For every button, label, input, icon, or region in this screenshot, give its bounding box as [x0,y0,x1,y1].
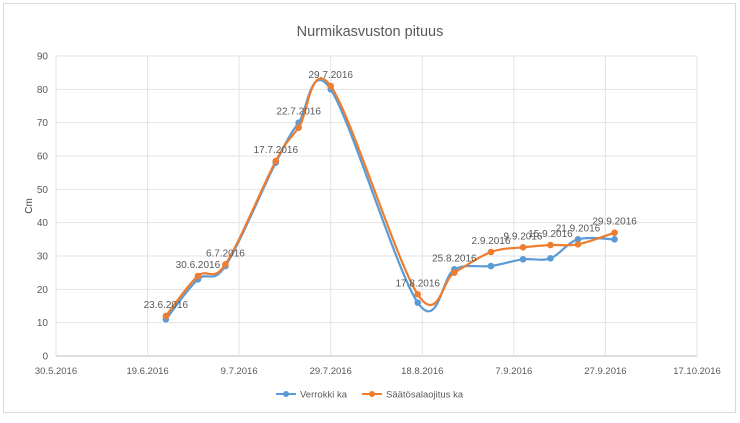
data-label: 15.9.2016 [528,229,573,240]
y-axis-label: Cm [24,198,35,214]
data-point [519,244,527,251]
x-tick-label: 17.10.2016 [673,366,721,377]
data-point [611,229,618,236]
data-point [272,157,280,165]
y-tick-label: 0 [42,352,48,363]
data-point [574,241,582,248]
chart-title: Nurmikasvuston pituus [297,24,444,40]
data-point [451,269,458,276]
y-tick-label: 90 [37,52,49,63]
x-tick-label: 19.6.2016 [126,366,168,377]
data-point [327,82,335,90]
data-label: 29.9.2016 [592,217,637,228]
data-label: 6.7.2016 [206,248,245,259]
data-point [222,261,229,268]
data-point [487,248,495,256]
data-label: 25.8.2016 [432,253,477,264]
data-point [295,124,302,131]
data-point [547,255,554,262]
data-point [487,262,495,270]
y-tick-label: 70 [37,118,49,129]
x-tick-label: 18.8.2016 [401,366,443,377]
x-tick-label: 30.5.2016 [35,366,77,377]
data-point [547,241,554,249]
data-point [414,299,422,306]
data-label: 9.9.2016 [504,231,543,242]
legend-label: Verrokki ka [300,390,348,401]
data-point [574,236,582,243]
x-tick-label: 9.7.2016 [221,366,258,377]
x-tick-label: 29.7.2016 [310,366,352,377]
data-label: 23.6.2016 [144,300,189,311]
y-tick-label: 80 [37,85,49,96]
data-point [414,291,422,298]
x-tick-label: 27.9.2016 [584,366,626,377]
legend-marker [283,391,289,397]
y-tick-label: 10 [37,318,49,329]
y-tick-label: 30 [37,252,49,263]
x-tick-label: 7.9.2016 [495,366,532,377]
data-label: 2.9.2016 [471,236,510,247]
data-label: 30.6.2016 [176,260,221,271]
y-tick-label: 60 [37,152,49,163]
legend-label: Säätösalaojitus ka [386,390,464,401]
data-point [162,312,170,320]
chart-frame [3,3,736,413]
y-tick-label: 40 [37,218,49,229]
data-label: 17.7.2016 [254,145,299,156]
y-tick-label: 20 [37,285,49,296]
data-label: 17.8.2016 [395,278,440,289]
data-label: 29.7.2016 [308,70,353,81]
data-label: 22.7.2016 [276,107,321,118]
legend-marker [369,391,375,397]
data-point [194,272,202,280]
data-label: 21.9.2016 [556,223,601,234]
data-point [611,236,618,243]
data-point [519,256,527,263]
y-tick-label: 50 [37,185,49,196]
series-line-1 [165,77,615,317]
